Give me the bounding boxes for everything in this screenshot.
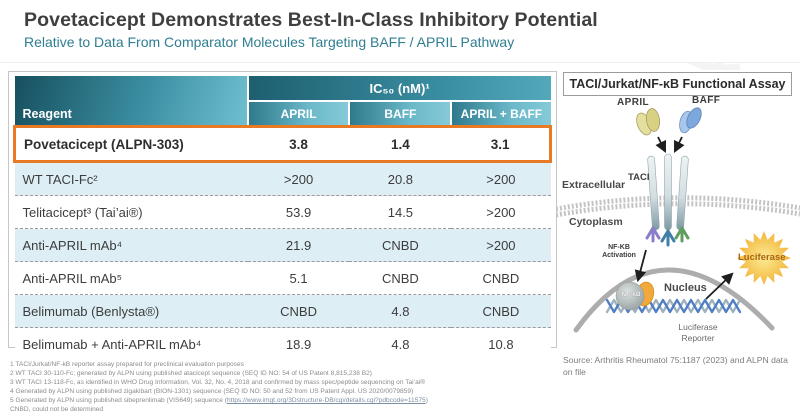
value-cell: 1.4 xyxy=(349,125,452,163)
column-header-baff: BAFF xyxy=(348,101,452,127)
reagent-cell: Telitacicept³ (Tai’ai®) xyxy=(14,195,248,229)
footnotes: 1 TACI/Jurkat/NF-kB reporter assay prepa… xyxy=(10,360,555,415)
value-cell: CNBD xyxy=(247,294,350,328)
column-header-april: APRIL xyxy=(246,101,350,127)
value-cell: >200 xyxy=(247,161,350,196)
footnote-3: 3 WT TACI 13-118-Fc, as identified in WH… xyxy=(10,379,426,387)
value-cell: CNBD xyxy=(349,261,452,295)
table-row: Telitacicept³ (Tai’ai®) 53.9 14.5 >200 xyxy=(14,195,551,229)
footnote-5: 5 Generated by ALPN using published sibe… xyxy=(10,396,555,405)
value-cell: CNBD xyxy=(451,261,551,295)
ic50-table: Reagent IC₅₀ (nM)¹ APRIL BAFF APRIL + BA… xyxy=(12,76,553,360)
value-cell: 20.8 xyxy=(349,161,452,196)
footnote-4: 4 Generated by ALPN using published ziga… xyxy=(10,388,414,396)
value-cell: 18.9 xyxy=(247,327,350,360)
nfkb-activation-arrow xyxy=(634,249,647,283)
footnote-1: 1 TACI/Jurkat/NF-kB reporter assay prepa… xyxy=(10,361,244,368)
value-cell: 10.8 xyxy=(451,327,551,360)
reagent-column-header: Reagent xyxy=(14,76,248,127)
column-header-april-baff: APRIL + BAFF xyxy=(450,101,551,127)
nucleus-label: Nucleus xyxy=(664,282,707,294)
taci-receptor xyxy=(647,153,689,231)
assay-title-box: TACI/Jurkat/NF-κB Functional Assay xyxy=(563,72,792,96)
extracellular-label: Extracellular xyxy=(562,179,626,191)
page-subtitle: Relative to Data From Comparator Molecul… xyxy=(24,34,515,50)
footnote-5-link[interactable]: https://www.imgt.org/3Dstructure-DB/cgi/… xyxy=(227,397,426,405)
luciferase-sunburst xyxy=(737,231,791,285)
value-cell: CNBD xyxy=(451,294,551,328)
value-cell: 4.8 xyxy=(349,327,452,360)
table-row: Anti-APRIL mAb⁵ 5.1 CNBD CNBD xyxy=(14,261,551,295)
table-row: Belimumab + Anti-APRIL mAb⁴ 18.9 4.8 10.… xyxy=(14,327,551,360)
value-cell: CNBD xyxy=(349,228,452,262)
assay-diagram xyxy=(556,107,800,333)
nfkb-circle-label: NF-kB xyxy=(621,291,641,298)
table-row: WT TACI-Fc² >200 20.8 >200 xyxy=(14,161,551,196)
table-header-row-group: Reagent IC₅₀ (nM)¹ xyxy=(14,76,551,127)
luciferase-arrow xyxy=(705,272,734,300)
reagent-cell: Belimumab + Anti-APRIL mAb⁴ xyxy=(14,327,248,360)
table-row-povetacicept-highlighted: Povetacicept (ALPN-303) 3.8 1.4 3.1 xyxy=(12,125,553,163)
table-row: Belimumab (Benlysta®) CNBD 4.8 CNBD xyxy=(14,294,551,328)
value-cell: 21.9 xyxy=(247,228,350,262)
slide-header: Povetacicept Demonstrates Best-In-Class … xyxy=(0,0,800,63)
table-header-row-columns: APRIL BAFF APRIL + BAFF xyxy=(15,101,551,127)
value-cell: 53.9 xyxy=(247,195,350,229)
luciferase-label: Luciferase xyxy=(738,252,786,263)
binding-arrows xyxy=(655,136,685,153)
footnote-cnbd: CNBD, could not be determined xyxy=(10,406,104,414)
april-label: APRIL xyxy=(617,97,649,108)
nfkb-complex xyxy=(615,281,655,311)
nfkb-activation-label: NF-KB Activation xyxy=(602,244,636,260)
baff-label: BAFF xyxy=(692,95,721,106)
page-title: Povetacicept Demonstrates Best-In-Class … xyxy=(24,9,598,31)
value-cell: >200 xyxy=(451,161,551,196)
nucleus-envelope xyxy=(573,267,775,333)
baff-ligand xyxy=(679,107,702,134)
value-cell: 4.8 xyxy=(349,294,452,328)
taci-label: TACI xyxy=(628,172,650,183)
ic50-table-panel: Reagent IC₅₀ (nM)¹ APRIL BAFF APRIL + BA… xyxy=(8,71,557,360)
cytoplasm-label: Cytoplasm xyxy=(569,216,623,228)
reagent-cell: Anti-APRIL mAb⁵ xyxy=(14,261,248,295)
luciferase-reporter-label: Luciferase Reporter xyxy=(678,322,718,343)
value-cell: 5.1 xyxy=(247,261,350,295)
value-cell: >200 xyxy=(451,228,551,262)
reagent-cell: WT TACI-Fc² xyxy=(14,161,248,196)
source-note: Source: Arthritis Rheumatol 75:1187 (202… xyxy=(563,355,788,377)
value-cell: 3.1 xyxy=(451,125,553,163)
receptor-tails xyxy=(645,226,690,247)
value-cell: 14.5 xyxy=(349,195,452,229)
table-row: Anti-APRIL mAb⁴ 21.9 CNBD >200 xyxy=(14,228,551,262)
footnote-5-text: 5 Generated by ALPN using published sibe… xyxy=(10,397,227,405)
footnote-2: 2 WT TACI 30-110-Fc; generated by ALPN u… xyxy=(10,370,373,378)
reagent-cell: Povetacicept (ALPN-303) xyxy=(12,125,248,163)
value-cell: 3.8 xyxy=(247,125,350,163)
ic50-group-header: IC₅₀ (nM)¹ xyxy=(246,76,551,102)
april-ligand xyxy=(636,108,661,136)
reagent-cell: Belimumab (Benlysta®) xyxy=(14,294,248,328)
value-cell: >200 xyxy=(451,195,551,229)
reagent-cell: Anti-APRIL mAb⁴ xyxy=(14,228,248,262)
footnote-5-suffix: ) xyxy=(425,397,428,405)
